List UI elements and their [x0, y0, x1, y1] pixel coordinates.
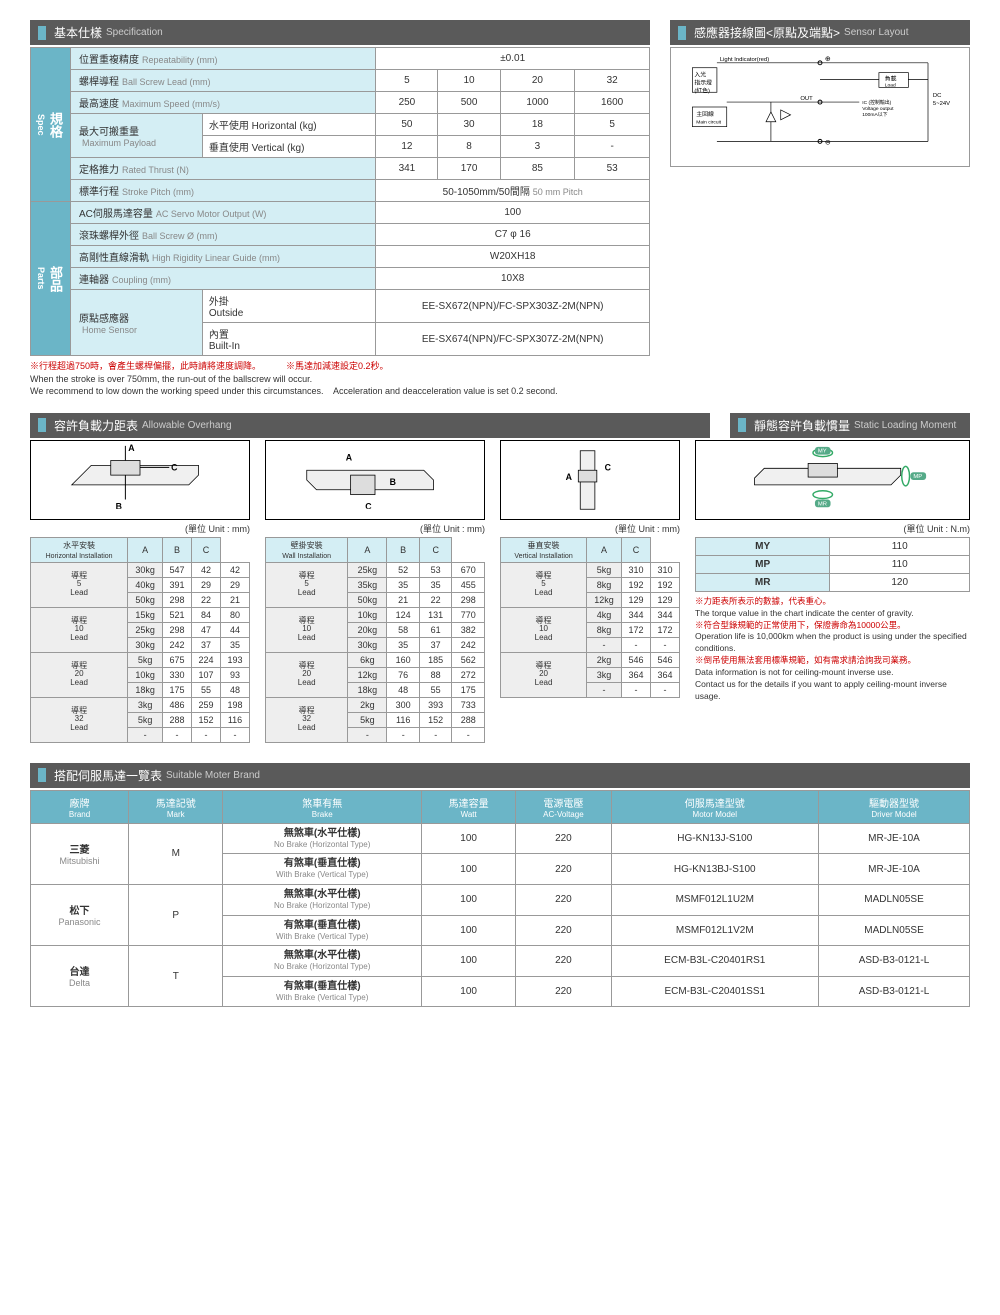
svg-text:B: B	[390, 477, 396, 487]
static-header: 靜態容許負載慣量 Static Loading Moment	[730, 413, 970, 438]
svg-text:B: B	[116, 501, 122, 511]
svg-text:100mA以下: 100mA以下	[862, 112, 887, 118]
overhang-vertical: AC (單位 Unit : mm) 垂直安裝Vertical Installat…	[500, 440, 680, 743]
svg-text:C: C	[365, 501, 372, 511]
svg-text:主回線: 主回線	[696, 110, 714, 118]
svg-text:⊖: ⊖	[825, 139, 831, 146]
spec-header: 基本仕樣 Specification	[30, 20, 650, 45]
svg-text:負載: 負載	[885, 74, 897, 82]
motor-table: 廠牌Brand馬達記號Mark煞車有無Brake馬達容量Watt電源電壓AC-V…	[30, 790, 970, 1008]
motor-header: 搭配伺服馬達一覽表 Suitable Moter Brand	[30, 763, 970, 788]
overhang-header: 容許負載力距表 Allowable Overhang	[30, 413, 710, 438]
svg-text:指示燈: 指示燈	[694, 78, 712, 86]
svg-text:(紅色): (紅色)	[694, 86, 710, 94]
sensor-diagram: Light Indicator(red) 入光指示燈(紅色) 主回線 Main c…	[670, 47, 970, 167]
svg-text:入光: 入光	[694, 71, 706, 79]
svg-text:OUT: OUT	[800, 96, 813, 102]
svg-text:A: A	[566, 472, 573, 482]
svg-text:C: C	[171, 462, 178, 472]
svg-text:MY: MY	[818, 448, 827, 454]
svg-text:5~24V: 5~24V	[933, 101, 950, 107]
svg-text:DC: DC	[933, 93, 942, 99]
svg-text:MP: MP	[913, 474, 922, 480]
spec-notes: ※行程超過750時，會產生螺桿偏擺，此時請將速度調降。 ※馬達加減速設定0.2秒…	[30, 360, 650, 398]
svg-text:⊕: ⊕	[825, 56, 831, 63]
overhang-horizontal: ACB (單位 Unit : mm) 水平安裝Horizontal Instal…	[30, 440, 250, 743]
svg-text:MR: MR	[818, 501, 827, 507]
svg-text:Load: Load	[885, 82, 896, 88]
sensor-header: 感應器接線圖<原點及端點> Sensor Layout	[670, 20, 970, 45]
svg-text:IC (控制輸出): IC (控制輸出)	[862, 99, 891, 106]
spec-table: 規格Spec 位置重複精度Repeatability (mm)±0.01 螺桿導…	[30, 47, 650, 356]
svg-text:A: A	[346, 452, 353, 462]
svg-text:C: C	[605, 462, 612, 472]
static-moment: MYMPMR (單位 Unit : N.m) MY110MP110MR120 ※…	[695, 440, 970, 743]
svg-text:Main circuit: Main circuit	[696, 120, 721, 126]
overhang-wall: ABC (單位 Unit : mm) 壁掛安裝Wall Installation…	[265, 440, 485, 743]
svg-text:A: A	[128, 443, 135, 453]
svg-text:Light Indicator(red): Light Indicator(red)	[720, 57, 769, 63]
svg-text:Voltage output: Voltage output	[862, 106, 894, 112]
